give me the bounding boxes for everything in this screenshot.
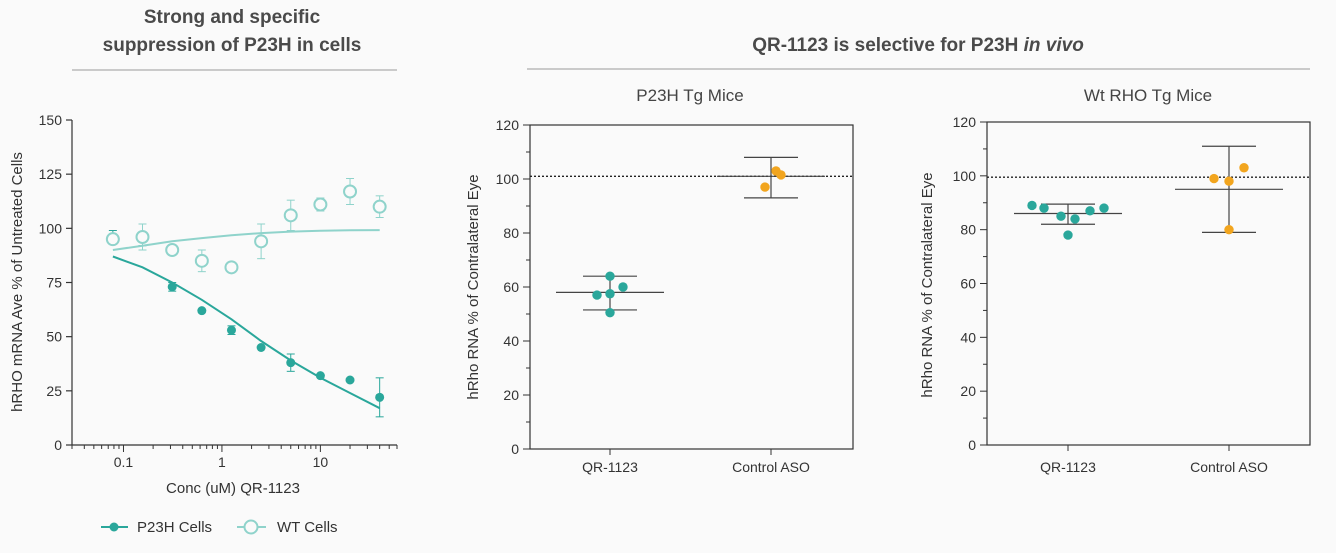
chart3-frame [986, 121, 1311, 446]
chart2-cat-control: Control ASO [732, 459, 810, 475]
legend-p23h-label: P23H Cells [137, 519, 212, 536]
chart1-point-wt [105, 232, 120, 247]
chart2-ytick-label: 100 [496, 171, 520, 187]
chart3-control-point [1209, 173, 1219, 184]
left-title-line-1: Strong and specific [144, 7, 321, 28]
chart1-xlabel: Conc (uM) QR-1123 [166, 480, 300, 497]
chart1-ytick-label: 150 [39, 112, 63, 128]
chart3-qr1123-point [1063, 230, 1073, 240]
chart1-point-wt [372, 199, 387, 214]
right-title-italic: in vivo [1024, 35, 1084, 56]
chart1-ytick-label: 100 [39, 220, 63, 236]
chart1-point-p23h [226, 325, 236, 335]
chart2-control-point [760, 182, 770, 192]
legend-wt-label: WT Cells [277, 519, 338, 536]
chart2-qr1123-point [618, 282, 628, 292]
chart1-ytick-label: 25 [46, 383, 62, 399]
chart2-frame [529, 124, 854, 450]
chart1-point-wt [313, 197, 328, 212]
dose-response-chart: Conc (uM) QR-1123 hRHO mRNA Ave % of Unt… [9, 112, 398, 497]
legend: P23H Cells WT Cells [101, 519, 338, 536]
chart3-qr1123-point [1085, 206, 1095, 216]
chart1-point-p23h [315, 371, 325, 381]
chart1-point-p23h [256, 343, 266, 352]
chart1-point-wt [194, 253, 209, 268]
legend-p23h-marker [109, 522, 119, 532]
chart2-title: P23H Tg Mice [636, 86, 743, 105]
chart3-qr1123-point [1099, 203, 1109, 213]
chart1-point-wt [224, 260, 239, 275]
chart2-qr1123-point [605, 307, 615, 318]
chart1-point-p23h [167, 282, 177, 292]
chart1-point-wt [343, 184, 358, 199]
chart1-xtick-label: 10 [313, 454, 329, 470]
chart3-ytick-label: 120 [953, 114, 977, 130]
wt-mice-chart: Wt RHO Tg Mice hRho RNA % of Contralater… [919, 86, 1311, 475]
chart1-ytick-label: 125 [39, 166, 63, 182]
chart1-fit-p23h [112, 255, 381, 410]
chart3-ytick-label: 60 [960, 276, 976, 292]
chart2-ytick-label: 20 [503, 387, 519, 403]
chart3-ytick-label: 40 [960, 329, 976, 345]
chart1-point-wt [283, 208, 298, 223]
right-title-main: QR-1123 is selective for P23H [752, 35, 1023, 56]
chart2-ytick-label: 60 [503, 279, 519, 295]
chart2-qr1123-point [605, 289, 615, 299]
chart1-fit-wt [112, 229, 380, 251]
chart1-ytick-label: 50 [46, 329, 62, 345]
chart3-ytick-label: 80 [960, 222, 976, 238]
chart1-point-wt [165, 243, 180, 257]
chart2-qr1123-point [592, 290, 602, 300]
chart2-ylabel: hRho RNA % of Contralateral Eye [465, 174, 482, 399]
chart1-ylabel: hRHO mRNA Ave % of Untreated Cells [9, 152, 26, 412]
chart3-control-point [1224, 176, 1234, 186]
chart3-cat-qr1123: QR-1123 [1040, 459, 1096, 475]
chart3-ytick-label: 100 [953, 168, 977, 184]
chart3-control-point [1239, 163, 1249, 173]
chart2-ytick-label: 40 [503, 333, 519, 349]
chart3-qr1123-point [1056, 211, 1066, 221]
chart1-point-p23h [345, 375, 355, 385]
chart2-cat-qr1123: QR-1123 [582, 459, 638, 475]
p23h-mice-chart: P23H Tg Mice hRho RNA % of Contralateral… [465, 86, 854, 475]
chart2-control-point [776, 170, 786, 180]
chart3-control-point [1224, 224, 1234, 235]
chart1-point-wt [135, 230, 150, 244]
chart3-qr1123-point [1070, 214, 1080, 224]
legend-wt-marker [243, 519, 259, 535]
chart1-point-p23h [286, 358, 296, 368]
chart1-ytick-label: 75 [46, 275, 62, 291]
chart1-ytick-label: 0 [54, 437, 62, 453]
chart3-ylabel: hRho RNA % of Contralateral Eye [919, 172, 936, 397]
chart3-cat-control: Control ASO [1190, 459, 1268, 475]
chart3-qr1123-point [1039, 203, 1049, 213]
chart2-ytick-label: 80 [503, 225, 519, 241]
chart3-ytick-label: 20 [960, 383, 976, 399]
chart1-xtick-label: 0.1 [114, 454, 134, 470]
chart3-ytick-label: 0 [968, 437, 976, 453]
chart2-ytick-label: 120 [496, 117, 520, 133]
chart1-point-wt [254, 234, 269, 249]
chart1-point-p23h [197, 306, 207, 316]
chart1-xtick-label: 1 [218, 454, 226, 470]
right-title: QR-1123 is selective for P23H in vivo [752, 35, 1084, 56]
chart3-qr1123-point [1027, 200, 1037, 211]
chart2-qr1123-point [605, 271, 615, 281]
chart1-point-p23h [375, 392, 385, 402]
left-title-line-2: suppression of P23H in cells [103, 35, 362, 56]
chart3-title: Wt RHO Tg Mice [1084, 86, 1212, 105]
chart2-ytick-label: 0 [511, 441, 519, 457]
